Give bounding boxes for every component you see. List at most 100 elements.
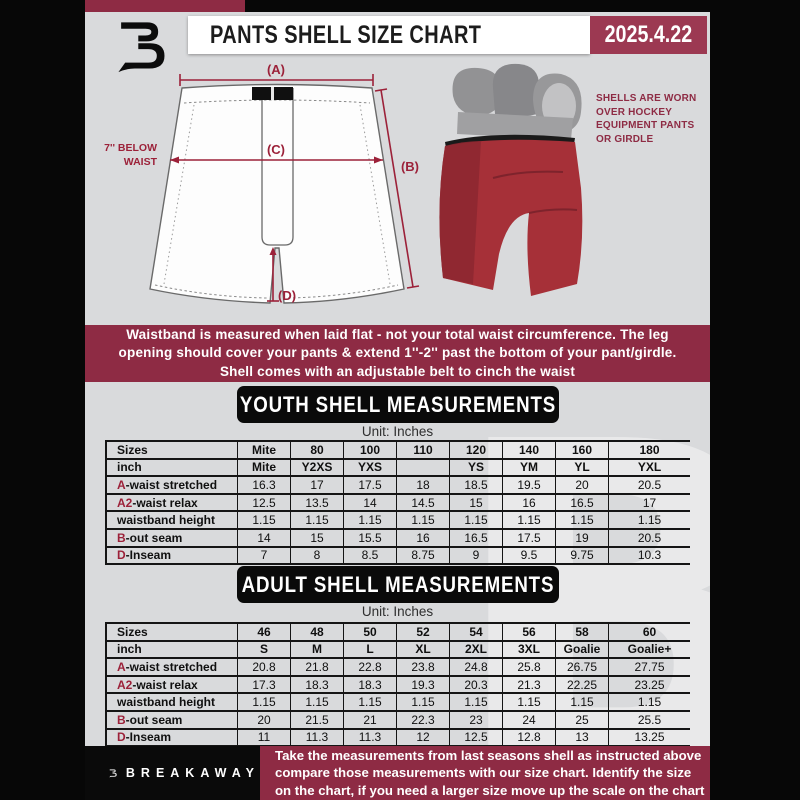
table-cell: 8.5 [344, 547, 397, 564]
table-cell: Mite [238, 459, 291, 476]
table-cell: 52 [397, 624, 450, 640]
table-cell: 10.3 [637, 548, 662, 563]
top-strip-maroon [85, 0, 245, 12]
dimension-c-label: (C) [267, 142, 285, 157]
table-cell: Goalie+ [627, 642, 672, 657]
table-cell: 1.15 [450, 694, 503, 710]
photo-caption: SHELLS ARE WORN OVER HOCKEY EQUIPMENT PA… [596, 92, 710, 146]
table-row: Sizes Mite 80 100 110 120 140 160 180 [105, 442, 690, 460]
footer-line: compare those measurements with our size… [275, 765, 692, 781]
table-cell: 1.15 [344, 512, 397, 528]
below-waist-label-line2: WAIST [124, 156, 158, 168]
logo-bottom-hook [118, 43, 165, 73]
table-cell: 14 [344, 494, 397, 511]
table-cell: 19.5 [503, 477, 556, 493]
table-cell: 56 [503, 624, 556, 640]
right-hem-stitch [287, 284, 399, 299]
left-seam-line [163, 104, 195, 285]
footer-line: Take the measurements from last seasons … [275, 747, 702, 763]
row-label: A -waist stretched [105, 477, 238, 493]
table-row: B -out seam 20 21.5 21 22.3 23 24 25 25.5 [105, 711, 690, 730]
belt-buckle-gap [271, 87, 274, 100]
table-cell: 1.15 [238, 512, 291, 528]
note-line: Waistband is measured when laid flat - n… [126, 326, 669, 342]
table-cell: 15 [450, 494, 503, 511]
table-cell: 1.15 [238, 694, 291, 710]
table-cell: S [238, 641, 291, 658]
table-cell: 14 [238, 529, 291, 546]
table-cell: 25 [556, 711, 609, 728]
table-cell [397, 459, 450, 476]
adult-section-header: ADULT SHELL MEASUREMENTS [85, 566, 710, 603]
table-cell: 50 [344, 624, 397, 640]
row-label-prefix: B [117, 712, 126, 727]
row-label: waistband height [105, 512, 238, 528]
row-label: Sizes [105, 624, 238, 640]
table-row: B -out seam 14 15 15.5 16 16.5 17.5 19 20.5 [105, 529, 690, 548]
table-cell: 21.3 [503, 676, 556, 693]
table-cell: 20.5 [637, 477, 662, 492]
table-cell: YXL [637, 460, 662, 475]
table-cell: 1.15 [637, 695, 662, 710]
table-cell: 100 [344, 442, 397, 458]
table-cell: 11 [238, 729, 291, 746]
youth-title-pill: YOUTH SHELL MEASUREMENTS [236, 386, 559, 423]
table-row: A -waist stretched 20.8 21.8 22.8 23.8 24.8 25.… [105, 659, 690, 677]
table-cell: Mite [238, 442, 291, 458]
row-label-prefix: D [117, 548, 126, 563]
table-cell: 18.3 [291, 676, 344, 693]
row-label: A -waist stretched [105, 659, 238, 675]
table-cell: 3XL [503, 641, 556, 658]
table-cell: 22.3 [397, 711, 450, 728]
table-row: D -Inseam 7 8 8.5 8.75 9 9.5 9.75 10.3 [105, 547, 690, 566]
row-label: D -Inseam [105, 729, 238, 746]
table-cell: 13 [556, 729, 609, 746]
table-cell: 140 [503, 442, 556, 458]
dimension-c-arrow-left [170, 156, 179, 164]
footer-line: on the chart, if you need a larger size … [275, 782, 705, 798]
youth-size-table: Sizes Mite 80 100 110 120 140 160 180 inch Mite Y2X… [105, 440, 690, 566]
dimension-b-tick-top [374, 88, 388, 92]
table-cell: 23 [450, 711, 503, 728]
table-cell: 1.15 [397, 694, 450, 710]
table-cell: 16 [397, 529, 450, 546]
row-label: B -out seam [105, 529, 238, 546]
table-cell: 11.3 [291, 729, 344, 746]
adult-unit-label: Unit: Inches [361, 604, 434, 619]
youth-unit-label: Unit: Inches [361, 424, 434, 439]
table-cell: 16.3 [238, 477, 291, 493]
table-cell: 25.5 [637, 712, 662, 727]
dimension-d-arrow [269, 247, 277, 255]
top-strip-black [245, 0, 710, 12]
table-cell: 15 [291, 529, 344, 546]
table-cell: 1.15 [503, 694, 556, 710]
table-row: Sizes 46 48 50 52 54 56 58 60 [105, 624, 690, 642]
table-cell: 1.15 [291, 694, 344, 710]
adult-size-table: Sizes 46 48 50 52 54 56 58 60 inch S M L XL 2XL 3XL Goal… [105, 622, 690, 748]
breakaway-logo-icon [118, 22, 165, 73]
dimension-c-arrow-right [374, 156, 383, 164]
content-area: B PANTS SHELL SIZE CHART 2025.4.22 [85, 0, 710, 800]
hockey-pants-photo [439, 63, 583, 296]
table-cell: 23.8 [397, 659, 450, 675]
footer-brand-block: BREAKAWAY [85, 746, 260, 800]
table-cell: 20 [556, 477, 609, 493]
table-cell: 17.5 [344, 477, 397, 493]
table-cell: 60 [642, 624, 657, 639]
table-row: A -waist stretched 16.3 17 17.5 18 18.5 19.5 20 2… [105, 477, 690, 495]
table-cell: 2XL [450, 641, 503, 658]
adult-title-text: ADULT SHELL MEASUREMENTS [241, 571, 554, 597]
breakaway-logo-footer-icon [109, 769, 117, 778]
table-cell: 120 [450, 442, 503, 458]
brand-name: BREAKAWAY [125, 766, 260, 780]
measurement-note-banner: Waistband is measured when laid flat - n… [85, 325, 710, 382]
footer-instructions: Take the measurements from last seasons … [260, 746, 710, 800]
table-cell: 12 [397, 729, 450, 746]
photo-caption-line: OVER HOCKEY [596, 106, 673, 118]
table-cell: 1.15 [503, 512, 556, 528]
table-cell: 25.8 [503, 659, 556, 675]
table-cell: YM [503, 459, 556, 476]
adult-title-pill: ADULT SHELL MEASUREMENTS [236, 566, 559, 603]
date-text: 2025.4.22 [604, 21, 693, 48]
table-cell: 13.5 [291, 494, 344, 511]
